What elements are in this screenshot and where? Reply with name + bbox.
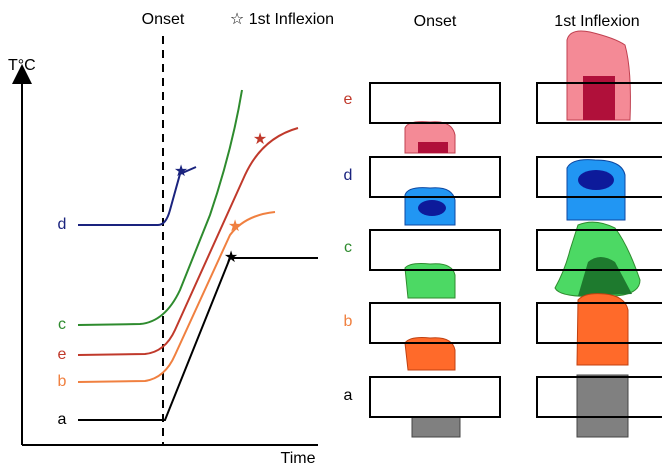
- row-label: c: [344, 239, 352, 256]
- blob-c-onset: [404, 263, 456, 299]
- row-label: d: [344, 167, 353, 184]
- x-axis-label: Time: [281, 450, 316, 466]
- blob-b-onset: [404, 337, 456, 371]
- column-header: 1st Inflexion: [554, 13, 639, 30]
- box: [536, 376, 662, 418]
- blob-d-onset-core: [418, 200, 446, 216]
- star: ★: [174, 163, 188, 180]
- blob-d-inflexion-core: [578, 170, 614, 190]
- curve-b: [77, 211, 276, 383]
- star: ★: [224, 249, 238, 266]
- star: ★: [253, 131, 267, 148]
- blob-a-inflexion: [576, 374, 629, 438]
- row-label: b: [344, 313, 353, 330]
- box: [369, 229, 501, 271]
- curve-label: a: [58, 411, 67, 428]
- box: [536, 229, 662, 271]
- curve-label: c: [58, 316, 66, 333]
- box: [369, 302, 501, 344]
- blob-a-onset: [411, 416, 461, 438]
- blob-c-inflexion-core: [578, 257, 632, 296]
- curve-e: [77, 127, 299, 356]
- row-label: a: [344, 387, 353, 404]
- blob-e-onset-core: [418, 142, 448, 153]
- box: [369, 82, 501, 124]
- blob-b-inflexion: [576, 293, 629, 366]
- box: [369, 376, 501, 418]
- box: [536, 156, 662, 198]
- star: ★: [228, 218, 242, 235]
- curve-label: b: [58, 373, 67, 390]
- y-axis-label: T°C: [8, 57, 36, 74]
- box: [536, 302, 662, 344]
- inflexion-stars: ★ ★ ★ ★: [174, 131, 267, 266]
- box: [536, 82, 662, 124]
- curve-a: [78, 257, 318, 421]
- row-label: e: [344, 91, 353, 108]
- curve-label: e: [58, 346, 67, 363]
- curve-d: [78, 166, 197, 226]
- curve-label: d: [58, 216, 67, 233]
- box: [369, 156, 501, 198]
- onset-title: Onset: [142, 11, 185, 28]
- boxes: [369, 82, 662, 418]
- inflexion-title: ☆ 1st Inflexion: [230, 11, 334, 28]
- column-header: Onset: [414, 13, 457, 30]
- curve-c: [77, 89, 243, 326]
